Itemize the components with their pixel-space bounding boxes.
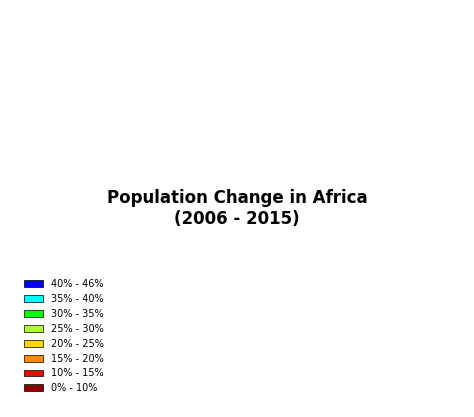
Legend: 40% - 46%, 35% - 40%, 30% - 35%, 25% - 30%, 20% - 25%, 15% - 20%, 10% - 15%, 0% : 40% - 46%, 35% - 40%, 30% - 35%, 25% - 3…	[20, 275, 108, 397]
Text: Population Change in Africa
(2006 - 2015): Population Change in Africa (2006 - 2015…	[107, 189, 367, 228]
